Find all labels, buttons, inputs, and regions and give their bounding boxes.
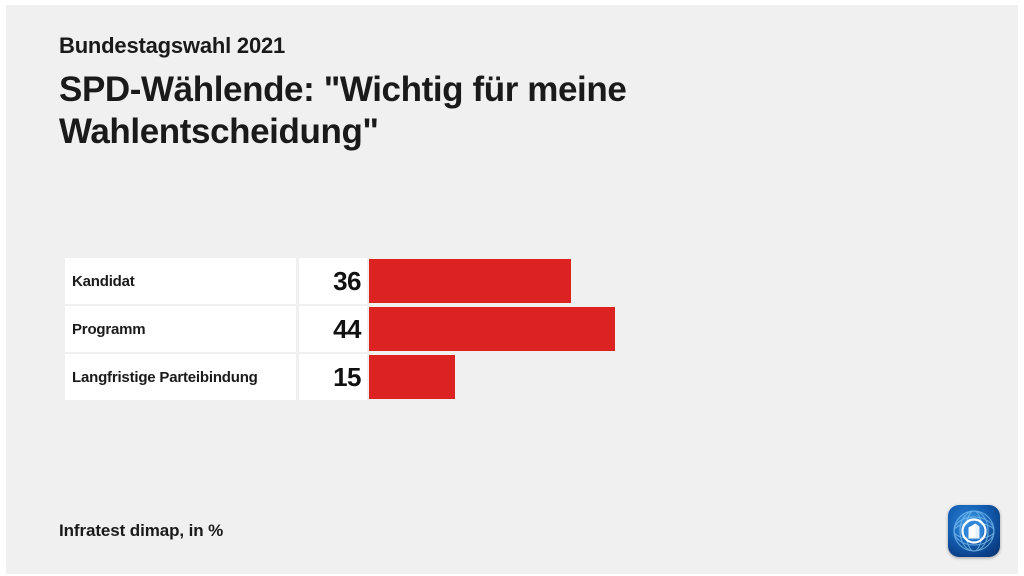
row-value-cell: 44 <box>299 306 367 352</box>
bar-track <box>369 258 965 304</box>
row-label-cell: Programm <box>65 306 296 352</box>
row-label-cell: Langfristige Parteibindung <box>65 354 296 400</box>
category-label: Programm <box>72 320 146 338</box>
category-label: Kandidat <box>72 272 135 290</box>
value-label: 36 <box>333 265 361 296</box>
source-note: Infratest dimap, in % <box>59 521 224 540</box>
bar-track <box>369 306 965 352</box>
value-label: 15 <box>333 361 361 392</box>
row-label-cell: Kandidat <box>65 258 296 304</box>
bar-chart: Kandidat 36 Programm 44 Langfristige Par… <box>65 258 965 400</box>
category-label: Langfristige Parteibindung <box>72 368 258 386</box>
bar-programm <box>369 307 615 351</box>
table-row: Langfristige Parteibindung 15 <box>65 352 965 400</box>
chart-kicker: Bundestagswahl 2021 <box>59 33 286 58</box>
bar-langfristige-parteibindung <box>369 355 455 399</box>
value-label: 44 <box>333 313 361 344</box>
row-value-cell: 15 <box>299 354 367 400</box>
table-row: Kandidat 36 <box>65 258 965 304</box>
bar-track <box>369 354 965 400</box>
chart-header: Bundestagswahl 2021 SPD-Wählende: "Wicht… <box>59 33 759 152</box>
table-row: Programm 44 <box>65 304 965 352</box>
bar-kandidat <box>369 259 571 303</box>
chart-title: SPD-Wählende: "Wichtig für meine Wahlent… <box>59 70 627 151</box>
ard-tagesschau-logo-icon <box>948 505 1000 557</box>
row-value-cell: 36 <box>299 258 367 304</box>
